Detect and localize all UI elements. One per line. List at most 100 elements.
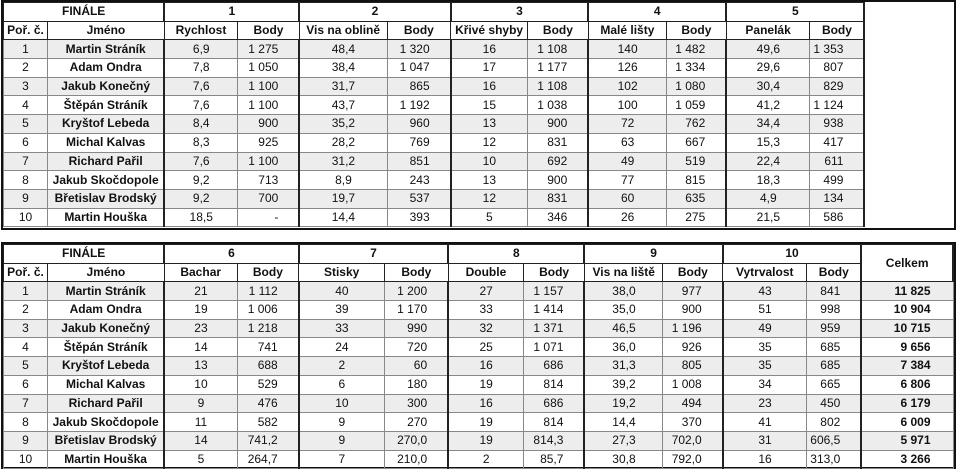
performance-cell: 29,6: [725, 58, 811, 78]
performance-cell: 19,7: [298, 188, 388, 209]
performance-cell: 35: [721, 337, 808, 358]
performance-cell: 9,2: [163, 188, 239, 209]
points-cell: 807: [809, 58, 865, 78]
performance-cell: 9: [297, 412, 386, 432]
measure-header: Křivé shyby: [450, 20, 529, 41]
table-row: 4 Štěpán Stráník 7,6 1 100 43,7 1 192 15 1 038 1…: [3, 95, 955, 116]
results-table-part-1: FINÁLE 1 2 3 4 5 Poř. č. Jméno Rychlost Body Vis n…: [1, 0, 956, 230]
performance-cell: 13: [449, 114, 529, 134]
points-cell: 831: [527, 188, 589, 209]
performance-cell: 30,8: [583, 449, 664, 469]
performance-cell: 12: [449, 188, 529, 209]
performance-cell: 15,3: [725, 132, 811, 153]
rank-cell: 10: [3, 449, 48, 469]
performance-cell: 13: [449, 170, 529, 190]
points-cell: 686: [523, 393, 585, 414]
table-row: 8 Jakub Skočdopole 11 582 9 270 19 814 14,4 370 41…: [3, 412, 954, 432]
points-cell: 1 157: [523, 281, 585, 302]
points-cell: 688: [236, 356, 300, 376]
points-cell: 1 100: [237, 95, 300, 116]
discipline-number: 1: [163, 2, 301, 22]
table-row: 1 Martin Stráník 6,9 1 275 48,4 1 320 16 1 108 1…: [3, 39, 955, 60]
performance-cell: 49: [587, 151, 668, 172]
performance-cell: 14: [163, 337, 238, 358]
table-row: 10 Martin Houška 18,5-14,4 393 5 346 26 275 21,5…: [3, 207, 955, 228]
points-header: Body: [384, 262, 449, 283]
athlete-name: Michal Kalvas: [46, 374, 165, 395]
discipline-number: 9: [583, 244, 724, 264]
points-cell: 1 275: [237, 39, 300, 60]
points-cell: 900: [237, 114, 300, 134]
performance-cell: 35: [721, 356, 808, 376]
performance-cell: 9: [297, 430, 386, 451]
points-cell: 1 047: [386, 58, 452, 78]
points-header: Body: [809, 20, 865, 41]
points-cell: 805: [662, 356, 724, 376]
performance-cell: 126: [587, 58, 668, 78]
points-cell: 529: [236, 374, 300, 395]
points-cell: 1 482: [666, 39, 727, 60]
points-cell: 814,3: [523, 430, 585, 451]
points-cell: 346: [527, 207, 589, 228]
points-cell: 1 100: [237, 151, 300, 172]
points-cell: 270,0: [384, 430, 449, 451]
points-cell: 635: [666, 188, 727, 209]
name-header: Jméno: [46, 262, 165, 283]
performance-cell: 8,9: [298, 170, 388, 190]
points-cell: 865: [386, 76, 452, 97]
performance-cell: 31,7: [298, 76, 388, 97]
performance-cell: 14,4: [583, 412, 664, 432]
table-row: 3 Jakub Konečný 23 1 218 33 990 32 1 371 46,5 1 1…: [3, 318, 954, 339]
total-cell: 5 971: [860, 430, 954, 451]
points-cell: 606,5: [806, 430, 862, 451]
performance-cell: 6,9: [163, 39, 239, 60]
rank-cell: 1: [3, 281, 48, 302]
finale-title: FINÁLE: [3, 2, 165, 22]
table-row: 6 Michal Kalvas 10 529 6 180 19 814 39,2 1 008 34 6…: [3, 374, 954, 395]
points-header: Body: [386, 20, 452, 41]
performance-cell: 34: [721, 374, 808, 395]
points-cell: 762: [666, 114, 727, 134]
points-cell: 60: [384, 356, 449, 376]
points-cell: 769: [386, 132, 452, 153]
points-cell: 815: [666, 170, 727, 190]
total-cell: 10 904: [860, 300, 954, 320]
athlete-name: Kryštof Lebeda: [46, 356, 165, 376]
discipline-number: 7: [297, 244, 450, 264]
points-cell: 831: [527, 132, 589, 153]
performance-cell: 7,6: [163, 76, 239, 97]
rank-cell: 3: [3, 76, 48, 97]
performance-cell: 2: [297, 356, 386, 376]
table-row: 7 Richard Pařil 9 476 10 300 16 686 19,2 494 23 450…: [3, 393, 954, 414]
performance-cell: 7: [297, 449, 386, 469]
performance-cell: 5: [163, 449, 238, 469]
performance-cell: 15: [449, 95, 529, 116]
rank-cell: 9: [3, 188, 48, 209]
performance-cell: 9: [163, 393, 238, 414]
table-row: 2 Adam Ondra 19 1 006 39 1 170 33 1 414 35,0 900 5…: [3, 300, 954, 320]
performance-cell: 5: [449, 207, 529, 228]
measure-header: Vis na liště: [583, 262, 664, 283]
athlete-name: Štěpán Stráník: [46, 337, 165, 358]
points-cell: 700: [237, 188, 300, 209]
points-cell: 685: [806, 337, 862, 358]
performance-cell: 31,3: [583, 356, 664, 376]
points-cell: 1 170: [384, 300, 449, 320]
points-cell: 959: [806, 318, 862, 339]
athlete-name: Adam Ondra: [46, 300, 165, 320]
performance-cell: 8,4: [163, 114, 239, 134]
athlete-name: Břetislav Brodský: [46, 188, 165, 209]
performance-cell: 49,6: [725, 39, 811, 60]
performance-cell: 18,3: [725, 170, 811, 190]
performance-cell: 140: [587, 39, 668, 60]
performance-cell: 26: [587, 207, 668, 228]
empty-column: [863, 2, 954, 227]
points-cell: 1 112: [236, 281, 300, 302]
performance-cell: 72: [587, 114, 668, 134]
performance-cell: 77: [587, 170, 668, 190]
athlete-name: Jakub Konečný: [46, 76, 165, 97]
performance-cell: 30,4: [725, 76, 811, 97]
points-cell: 926: [662, 337, 724, 358]
table-row: 1 Martin Stráník 21 1 112 40 1 200 27 1 157 38,0…: [3, 281, 954, 302]
results-table-part-2: FINÁLE 6 7 8 9 10 Celkem Poř. č. Jméno Bachar Body…: [1, 242, 956, 469]
